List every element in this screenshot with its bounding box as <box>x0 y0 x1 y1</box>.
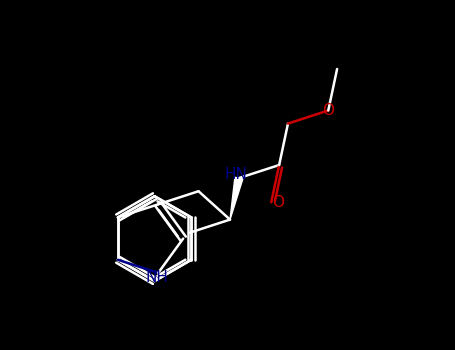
Text: O: O <box>322 103 334 118</box>
Polygon shape <box>230 177 243 219</box>
Text: NH: NH <box>145 271 168 286</box>
Text: HN: HN <box>224 167 247 182</box>
Text: O: O <box>272 195 284 210</box>
